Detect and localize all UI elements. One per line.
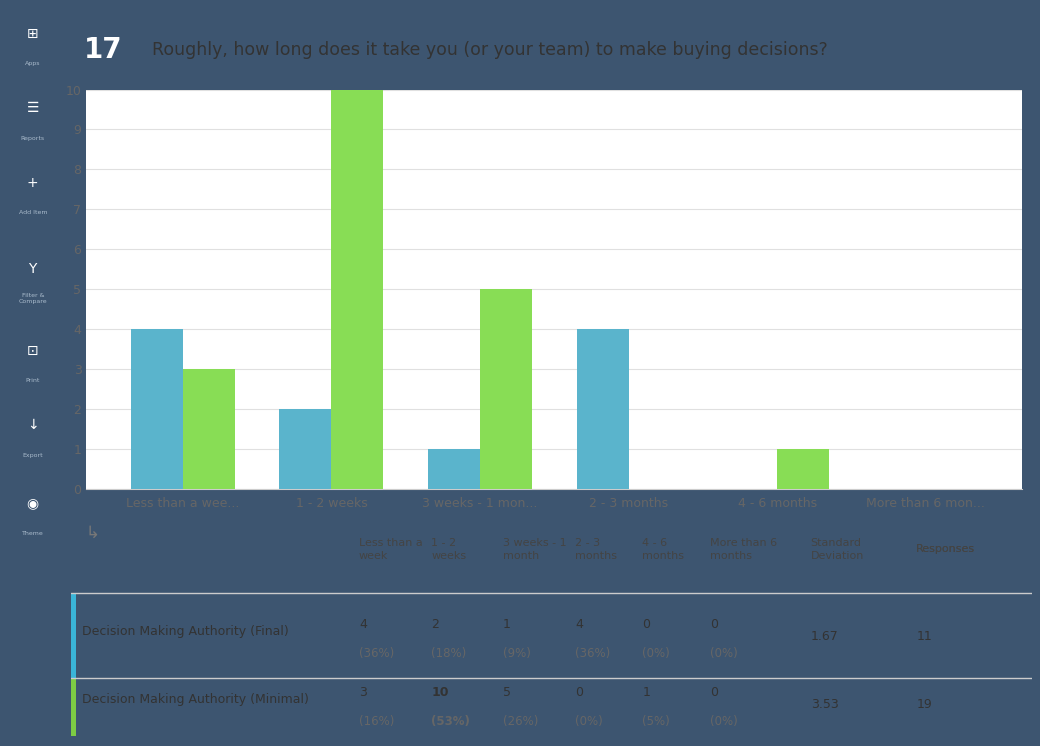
Text: 4: 4 — [359, 618, 367, 631]
Text: Decision Making Authority (Final): Decision Making Authority (Final) — [82, 625, 289, 639]
Bar — [576, 329, 628, 489]
Text: 2 - 3
months: 2 - 3 months — [575, 538, 617, 561]
Text: Roughly, how long does it take you (or your team) to make buying decisions?: Roughly, how long does it take you (or y… — [152, 41, 828, 60]
Text: Responses: Responses — [916, 545, 976, 554]
Bar — [777, 448, 829, 489]
Text: 1.67: 1.67 — [810, 630, 838, 643]
Text: 3 weeks - 1
month: 3 weeks - 1 month — [503, 538, 567, 561]
Text: Add Item: Add Item — [19, 210, 47, 215]
Text: (36%): (36%) — [359, 648, 394, 660]
Text: 0: 0 — [643, 618, 650, 631]
Text: Reports: Reports — [21, 136, 45, 140]
Bar — [71, 678, 77, 736]
Text: ☰: ☰ — [26, 101, 40, 115]
Text: Export: Export — [23, 453, 43, 457]
Text: +: + — [27, 176, 38, 189]
Text: (36%): (36%) — [575, 648, 610, 660]
Text: ⊞: ⊞ — [27, 27, 38, 40]
Bar — [332, 90, 384, 489]
Text: Apps: Apps — [25, 61, 41, 66]
Text: Less than a
week: Less than a week — [359, 538, 422, 561]
Text: 11: 11 — [916, 630, 932, 643]
Text: (53%): (53%) — [432, 715, 470, 728]
Text: (9%): (9%) — [503, 648, 531, 660]
Bar — [280, 409, 332, 489]
Bar — [428, 448, 480, 489]
Text: 1: 1 — [503, 618, 511, 631]
Text: 1 - 2
weeks: 1 - 2 weeks — [432, 538, 466, 561]
Text: Responses: Responses — [916, 545, 976, 554]
Text: (0%): (0%) — [575, 715, 603, 728]
Text: Theme: Theme — [22, 531, 44, 536]
Text: 0: 0 — [709, 618, 718, 631]
Text: More than 6
months: More than 6 months — [709, 538, 777, 561]
Text: (5%): (5%) — [643, 715, 670, 728]
Text: (16%): (16%) — [359, 715, 394, 728]
Text: 3: 3 — [359, 686, 367, 699]
Bar — [480, 289, 532, 489]
Bar — [71, 593, 77, 678]
Text: (0%): (0%) — [709, 715, 737, 728]
Text: ⊡: ⊡ — [27, 344, 38, 357]
Text: ↳: ↳ — [85, 524, 99, 542]
Text: ◉: ◉ — [27, 497, 38, 510]
Text: ↓: ↓ — [27, 419, 38, 432]
Text: 17: 17 — [83, 37, 123, 64]
Text: 5: 5 — [503, 686, 511, 699]
Text: Print: Print — [26, 378, 40, 383]
Text: 0: 0 — [709, 686, 718, 699]
Text: 19: 19 — [916, 698, 932, 711]
Text: Decision Making Authority (Minimal): Decision Making Authority (Minimal) — [82, 693, 309, 706]
Text: (0%): (0%) — [709, 648, 737, 660]
Text: (18%): (18%) — [432, 648, 466, 660]
Text: 2: 2 — [432, 618, 439, 631]
Text: Filter &
Compare: Filter & Compare — [19, 293, 47, 304]
Text: Y: Y — [28, 262, 37, 275]
Text: (26%): (26%) — [503, 715, 539, 728]
Text: 4 - 6
months: 4 - 6 months — [643, 538, 684, 561]
Bar — [183, 369, 235, 489]
Text: 0: 0 — [575, 686, 583, 699]
Text: (0%): (0%) — [643, 648, 670, 660]
Text: 1: 1 — [643, 686, 650, 699]
Text: Standard
Deviation: Standard Deviation — [810, 538, 864, 561]
Text: 4: 4 — [575, 618, 583, 631]
Text: 10: 10 — [432, 686, 448, 699]
Text: 3.53: 3.53 — [810, 698, 838, 711]
Bar — [131, 329, 183, 489]
